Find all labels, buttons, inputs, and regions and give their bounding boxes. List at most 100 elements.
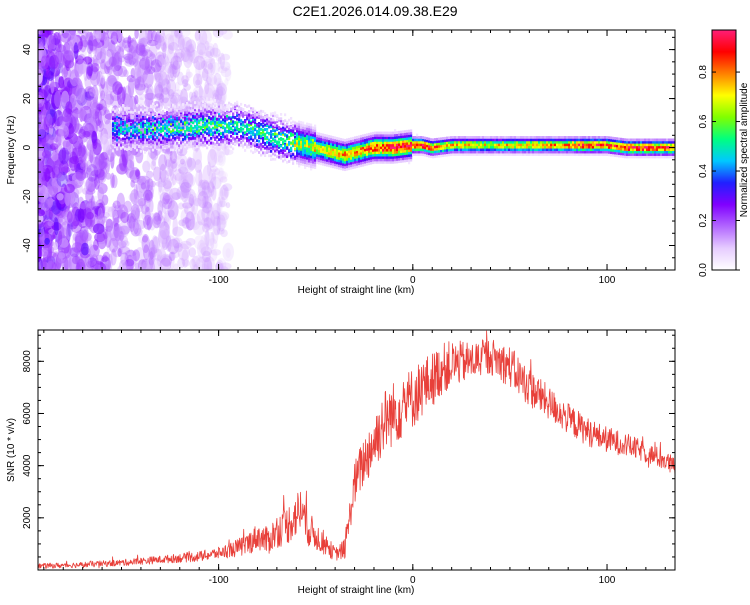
ridge-cell xyxy=(112,122,115,126)
noise-cell xyxy=(41,150,51,159)
ridge-cell xyxy=(354,156,357,159)
noise-cell xyxy=(120,211,130,224)
ridge-cell xyxy=(268,154,271,158)
ridge-cell xyxy=(316,141,319,145)
ridge-cell xyxy=(362,144,365,147)
ridge-cell xyxy=(520,150,523,154)
ridge-cell xyxy=(460,153,463,156)
ridge-cell xyxy=(414,143,417,147)
noise-cell xyxy=(132,249,140,262)
ridge-cell xyxy=(390,146,393,150)
ridge-cell xyxy=(410,139,413,142)
ridge-cell xyxy=(308,140,311,143)
ridge-cell xyxy=(440,142,443,146)
ridge-cell xyxy=(298,157,301,161)
ridge-cell xyxy=(114,133,117,136)
noise-cell xyxy=(157,71,168,86)
ridge-cell xyxy=(550,150,553,154)
ridge-cell xyxy=(272,125,275,129)
ridge-cell xyxy=(544,143,547,147)
ridge-cell xyxy=(242,115,245,118)
ridge-cell xyxy=(134,125,137,129)
ridge-cell xyxy=(230,103,233,106)
ridge-cell xyxy=(404,140,407,143)
ridge-cell xyxy=(278,137,281,141)
noise-cell xyxy=(39,190,44,208)
ridge-cell xyxy=(214,108,217,112)
ridge-cell xyxy=(534,153,537,156)
noise-cell xyxy=(163,216,168,234)
ridge-cell xyxy=(372,134,375,138)
ridge-cell xyxy=(284,153,287,157)
ridge-cell xyxy=(554,138,557,142)
noise-cell xyxy=(186,219,195,231)
noise-cell xyxy=(138,30,148,48)
ridge-cell xyxy=(328,142,331,146)
ridge-cell xyxy=(374,156,377,159)
ridge-cell xyxy=(460,140,463,144)
ridge-cell xyxy=(592,145,595,149)
ridge-cell xyxy=(248,145,251,149)
ridge-cell xyxy=(576,150,579,154)
ridge-cell xyxy=(270,143,273,146)
ridge-cell xyxy=(376,153,379,157)
ridge-cell xyxy=(488,143,491,147)
ridge-cell xyxy=(626,140,629,144)
ridge-cell xyxy=(436,147,439,151)
noise-cell xyxy=(203,217,214,231)
ridge-cell xyxy=(392,156,395,159)
ridge-cell xyxy=(448,143,451,147)
ridge-cell xyxy=(554,140,557,144)
ridge-cell xyxy=(378,158,381,162)
noise-cell xyxy=(158,154,168,171)
noise-cell xyxy=(99,47,107,63)
ridge-cell xyxy=(346,153,349,156)
ridge-cell xyxy=(154,141,157,145)
ridge-cell xyxy=(600,138,603,142)
ridge-cell xyxy=(206,97,209,101)
noise-cell xyxy=(38,221,45,228)
ridge-cell xyxy=(316,139,319,143)
noise-cell xyxy=(197,190,209,209)
ridge-cell xyxy=(498,145,501,149)
ridge-cell xyxy=(534,148,537,152)
noise-cell xyxy=(215,201,223,216)
ridge-cell xyxy=(350,147,353,150)
ridge-cell xyxy=(326,163,329,167)
ridge-cell xyxy=(284,133,287,136)
ridge-cell xyxy=(168,120,171,124)
ridge-cell xyxy=(416,133,419,137)
ridge-cell xyxy=(406,149,409,153)
noise-cell xyxy=(53,217,59,236)
ridge-cell xyxy=(368,145,371,148)
ridge-cell xyxy=(334,148,337,152)
ridge-cell xyxy=(476,145,479,149)
ridge-cell xyxy=(184,108,187,112)
ridge-cell xyxy=(288,125,291,128)
ridge-cell xyxy=(336,141,339,145)
ridge-cell xyxy=(160,106,163,110)
ridge-cell xyxy=(164,123,167,127)
ridge-cell xyxy=(404,130,407,133)
ridge-cell xyxy=(118,128,121,132)
ridge-cell xyxy=(220,124,223,127)
ridge-cell xyxy=(396,133,399,137)
ridge-cell xyxy=(394,141,397,144)
ridge-cell xyxy=(324,141,327,145)
ridge-cell xyxy=(212,126,215,130)
ridge-cell xyxy=(560,148,563,152)
ridge-cell xyxy=(576,145,579,149)
ridge-cell xyxy=(262,145,265,148)
noise-cell xyxy=(113,65,123,77)
ridge-cell xyxy=(204,113,207,117)
ridge-cell xyxy=(498,143,501,147)
ridge-cell xyxy=(624,148,627,151)
ridge-cell xyxy=(178,103,181,107)
noise-cell xyxy=(95,30,102,43)
noise-cell xyxy=(43,84,52,103)
ridge-cell xyxy=(272,157,275,161)
ridge-cell xyxy=(506,136,509,139)
ridge-cell xyxy=(472,140,475,144)
ridge-cell xyxy=(528,143,531,147)
ridge-cell xyxy=(416,150,419,154)
